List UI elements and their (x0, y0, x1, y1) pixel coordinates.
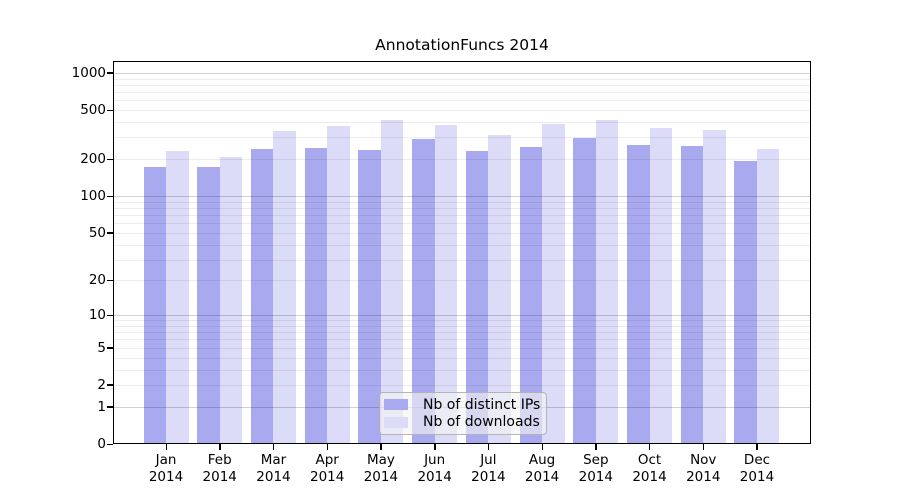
y-tick-mark (107, 443, 113, 445)
bar-nb-of-distinct-ips-dec (734, 160, 757, 444)
bar-nb-of-downloads-may (380, 119, 404, 444)
x-tick-label-apr: Apr 2014 (309, 452, 345, 485)
bar-nb-of-distinct-ips-jul (465, 150, 489, 444)
x-tick-label-jun: Jun 2014 (417, 452, 452, 485)
legend-swatch-distinct-ips (384, 399, 408, 411)
bar-nb-of-distinct-ips-jan (143, 166, 166, 444)
x-tick-label-aug: Aug 2014 (524, 452, 560, 485)
x-tick-label-jul: Jul 2014 (471, 452, 506, 485)
x-tick-label-jan: Jan 2014 (148, 452, 184, 485)
x-tick-label-may: May 2014 (363, 452, 399, 485)
x-tick-label-dec: Dec 2014 (739, 452, 775, 485)
legend-label-downloads: Nb of downloads (423, 414, 540, 431)
y-tick-mark (107, 158, 113, 161)
x-tick-mark (219, 444, 221, 450)
bar-nb-of-downloads-aug (542, 123, 565, 444)
x-tick-mark (702, 444, 705, 450)
bar-nb-of-distinct-ips-feb (197, 166, 220, 444)
y-tick-label: 50 (88, 224, 106, 241)
legend-label-distinct-ips: Nb of distinct IPs (423, 396, 541, 413)
x-tick-mark (165, 444, 167, 450)
bar-nb-of-downloads-jul (488, 134, 511, 444)
bar-nb-of-downloads-nov (703, 129, 726, 444)
x-tick-mark (541, 444, 543, 450)
plot-area (113, 61, 811, 444)
bar-nb-of-downloads-apr (327, 125, 350, 444)
bar-nb-of-distinct-ips-nov (680, 145, 704, 444)
x-tick-mark (649, 444, 651, 450)
y-tick-label: 20 (88, 272, 106, 289)
y-tick-mark (107, 72, 113, 74)
bar-nb-of-downloads-jun (434, 124, 458, 444)
y-tick-label: 1000 (71, 64, 106, 81)
legend-entry-distinct-ips: Nb of distinct IPs (384, 396, 541, 413)
bar-nb-of-distinct-ips-may (358, 149, 381, 444)
y-tick-label: 5 (97, 339, 106, 356)
y-tick-label: 2 (97, 376, 106, 393)
bar-nb-of-distinct-ips-aug (519, 146, 543, 444)
x-tick-mark (326, 444, 329, 450)
x-tick-label-sep: Sep 2014 (578, 452, 613, 485)
chart-title: AnnotationFuncs 2014 (375, 36, 549, 54)
y-tick-mark (107, 195, 113, 198)
x-tick-mark (487, 444, 490, 450)
bar-nb-of-distinct-ips-apr (304, 147, 328, 444)
bars-layer (113, 61, 811, 444)
x-tick-mark (434, 444, 436, 450)
x-tick-label-feb: Feb 2014 (202, 452, 237, 485)
y-tick-label: 0 (97, 436, 106, 452)
y-tick-mark (107, 232, 113, 234)
legend: Nb of distinct IPs Nb of downloads (379, 392, 547, 435)
bar-nb-of-distinct-ips-oct (627, 144, 650, 444)
bar-nb-of-downloads-dec (756, 148, 780, 444)
x-tick-mark (272, 444, 275, 450)
y-tick-mark (107, 384, 113, 386)
y-tick-mark (107, 347, 113, 349)
legend-entry-downloads: Nb of downloads (384, 414, 540, 431)
y-tick-label: 500 (80, 102, 106, 119)
y-tick-label: 200 (80, 151, 106, 168)
y-tick-mark (107, 109, 113, 111)
bar-nb-of-downloads-jan (166, 150, 189, 444)
x-tick-mark (756, 444, 758, 450)
bar-nb-of-downloads-oct (649, 127, 673, 444)
y-tick-mark (107, 279, 113, 282)
bar-nb-of-downloads-feb (219, 156, 243, 444)
bar-nb-of-distinct-ips-sep (573, 137, 596, 444)
bar-nb-of-distinct-ips-jun (412, 138, 435, 444)
x-tick-mark (595, 444, 597, 450)
legend-swatch-downloads (384, 416, 408, 428)
y-tick-label: 10 (88, 307, 106, 324)
x-tick-label-mar: Mar 2014 (256, 452, 291, 485)
y-tick-label: 100 (80, 188, 106, 205)
x-tick-label-oct: Oct 2014 (632, 452, 667, 485)
y-tick-mark (107, 406, 113, 408)
bar-nb-of-downloads-mar (273, 130, 296, 444)
bar-nb-of-distinct-ips-mar (250, 148, 274, 444)
y-tick-mark (107, 314, 113, 317)
x-tick-label-nov: Nov 2014 (686, 452, 721, 485)
y-tick-label: 1 (97, 398, 106, 415)
bar-nb-of-downloads-sep (595, 120, 619, 444)
x-tick-mark (380, 444, 382, 450)
